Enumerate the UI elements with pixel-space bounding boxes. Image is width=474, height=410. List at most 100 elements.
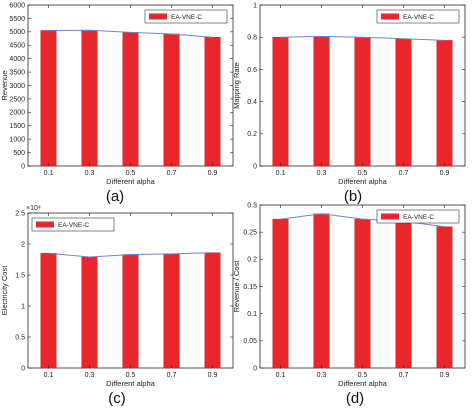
legend-box: [376, 209, 460, 224]
y-tick-label: 2500: [9, 96, 25, 103]
y-tick-label: 6000: [9, 2, 25, 9]
bar: [272, 218, 289, 369]
legend-swatch: [381, 213, 399, 220]
bar: [436, 226, 453, 369]
x-tick-label: 0.3: [85, 372, 95, 379]
y-tick-label: 0.4: [247, 99, 257, 106]
x-tick-label: 0.1: [44, 170, 54, 177]
panel-caption: (d): [346, 390, 364, 407]
bar: [40, 30, 57, 167]
x-tick-label: 0.3: [317, 372, 327, 379]
bar: [122, 32, 139, 167]
panel-caption: (a): [106, 188, 124, 205]
x-tick-label: 0.9: [208, 372, 218, 379]
y-tick-label: 0: [21, 365, 25, 372]
x-tick-label: 0.5: [358, 170, 368, 177]
chart-panel-1: 0 500 1000 1500 2000 2500 3000 3500 4000 4500 5000…: [0, 2, 234, 205]
x-tick-label: 0.1: [44, 372, 54, 379]
legend-label: EA-VNE-C: [403, 14, 434, 21]
y-tick-label: 2.5: [15, 210, 25, 217]
x-tick-label: 0.5: [126, 372, 136, 379]
x-tick-label: 0.7: [399, 372, 409, 379]
bar: [313, 36, 330, 167]
y-axis-label: Mapping Rate: [232, 62, 241, 109]
y-tick-label: 1: [253, 2, 257, 9]
legend-swatch: [149, 13, 167, 20]
y-tick-label: 0.2: [247, 131, 257, 138]
x-tick-label: 0.7: [167, 372, 177, 379]
legend-box: [31, 217, 115, 232]
x-axis-label: Different alpha: [338, 177, 387, 186]
x-tick-label: 0.9: [440, 170, 450, 177]
x-axis-label: Different alpha: [106, 177, 155, 186]
x-tick-label: 0.3: [317, 170, 327, 177]
trend-line: [48, 29, 213, 38]
x-tick-label: 0.7: [399, 170, 409, 177]
y-axis-label: Revenue / Cost: [232, 260, 241, 313]
panel-caption: (c): [108, 390, 126, 407]
trend-line: [48, 252, 213, 258]
x-tick-label: 0.9: [208, 170, 218, 177]
x-axis-label: Different alpha: [338, 379, 387, 388]
legend-label: EA-VNE-C: [171, 14, 202, 21]
bar: [354, 218, 371, 369]
legend-box: [144, 9, 228, 24]
bar: [395, 221, 412, 369]
x-tick-label: 0.1: [276, 372, 286, 379]
y-tick-label: 1500: [9, 123, 25, 130]
bar: [354, 37, 371, 167]
y-tick-label: 1.5: [15, 272, 25, 279]
y-axis-label: Revenue: [0, 70, 9, 100]
bar: [204, 252, 221, 369]
y-tick-label: 0: [21, 163, 25, 170]
bar: [204, 37, 221, 167]
y-tick-label: 0.3: [247, 202, 257, 209]
y-tick-label: 0: [253, 163, 257, 170]
bar: [163, 33, 180, 167]
x-tick-label: 0.9: [440, 372, 450, 379]
y-tick-label: 5000: [9, 29, 25, 36]
legend-label: EA-VNE-C: [58, 222, 89, 229]
bar: [122, 254, 139, 369]
panel-caption: (b): [344, 188, 362, 205]
legend-label: EA-VNE-C: [403, 214, 434, 221]
y-tick-label: 4000: [9, 56, 25, 63]
y-exponent-label: ×10⁴: [26, 205, 41, 212]
bar: [40, 253, 57, 369]
y-tick-label: 0.2: [247, 257, 257, 264]
y-tick-label: 5500: [9, 16, 25, 23]
trend-line: [280, 35, 445, 41]
x-axis-label: Different alpha: [106, 379, 155, 388]
y-tick-label: 0.25: [243, 230, 257, 237]
y-tick-label: 0.5: [15, 334, 25, 341]
y-tick-label: 2000: [9, 110, 25, 117]
legend-swatch: [36, 221, 54, 228]
legend-swatch: [381, 13, 399, 20]
x-tick-label: 0.5: [126, 170, 136, 177]
chart-panel-4: 0 0.05 0.1 0.15 0.2 0.25 0.3 0.1 0.3 0.5 0.7 0.9 Dif…: [232, 202, 466, 407]
y-tick-label: 3000: [9, 83, 25, 90]
bar: [81, 256, 98, 369]
y-tick-label: 0.05: [243, 338, 257, 345]
bar: [395, 38, 412, 167]
y-tick-label: 2: [21, 241, 25, 248]
chart-panel-3: 0 0.5 1 1.5 2 2.5 0.1 0.3 0.5 0.7 0.9 Different alp…: [0, 205, 234, 407]
y-tick-label: 4500: [9, 43, 25, 50]
chart-panel-2: 0 0.2 0.4 0.6 0.8 1 0.1 0.3 0.5 0.7 0.9 Different a…: [232, 2, 466, 205]
y-tick-label: 1000: [9, 137, 25, 144]
y-tick-label: 1: [21, 303, 25, 310]
x-tick-label: 0.1: [276, 170, 286, 177]
y-axis-label: Electricity Cost: [0, 265, 9, 316]
y-tick-label: 0: [253, 365, 257, 372]
legend-box: [376, 9, 460, 24]
y-tick-label: 0.6: [247, 67, 257, 74]
x-tick-label: 0.7: [167, 170, 177, 177]
y-tick-label: 3500: [9, 69, 25, 76]
y-tick-label: 0.1: [247, 311, 257, 318]
bar: [313, 213, 330, 369]
x-tick-label: 0.5: [358, 372, 368, 379]
bar: [81, 30, 98, 167]
y-tick-label: 0.8: [247, 35, 257, 42]
y-tick-label: 500: [13, 150, 25, 157]
